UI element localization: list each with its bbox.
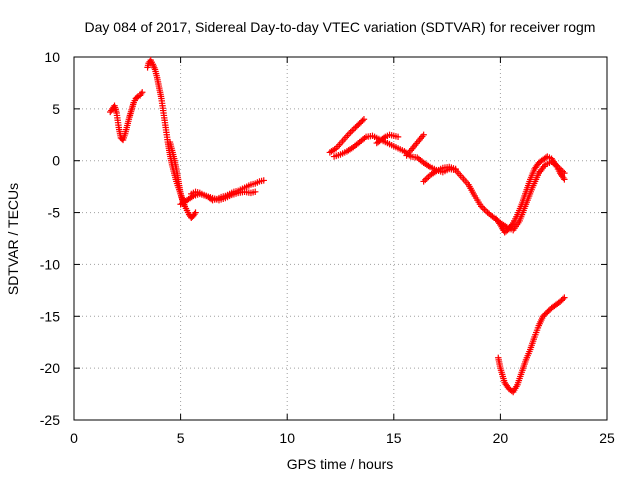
x-tick-label: 15 — [386, 430, 402, 446]
plot-frame — [73, 56, 608, 421]
data-point — [380, 134, 388, 142]
data-series — [330, 132, 568, 234]
data-point — [139, 89, 146, 96]
data-series — [326, 116, 368, 156]
data-point — [559, 295, 567, 303]
x-tick-label: 5 — [177, 430, 185, 446]
y-tick-label: 10 — [44, 49, 60, 65]
data-point — [349, 127, 356, 134]
data-point — [356, 120, 363, 127]
data-point — [452, 165, 459, 173]
chart-title: Day 084 of 2017, Sidereal Day-to-day VTE… — [85, 19, 596, 35]
axis-ticks: 0 5 10 15 20 25 10 5 0 -5 -10 -15 -20 -25 — [40, 49, 615, 446]
y-tick-label: -5 — [48, 205, 61, 221]
y-tick-label: -20 — [40, 360, 60, 376]
data-series — [166, 138, 189, 206]
data-series — [177, 188, 259, 208]
data-point — [350, 125, 358, 133]
data-point — [355, 121, 362, 128]
data-point — [252, 188, 259, 196]
x-tick-label: 25 — [599, 430, 615, 446]
data-point — [357, 118, 365, 126]
data-point — [359, 117, 366, 124]
data-point — [556, 298, 564, 305]
data-series — [420, 163, 459, 185]
data-point — [481, 206, 488, 213]
x-tick-label: 20 — [493, 430, 509, 446]
data-point — [394, 133, 402, 141]
data-point — [561, 294, 568, 301]
data-point — [353, 122, 361, 130]
data-point — [479, 204, 487, 212]
data-point — [260, 177, 267, 184]
data-point — [539, 313, 547, 320]
data-point — [420, 178, 427, 185]
x-axis-label: GPS time / hours — [287, 456, 394, 472]
data-point — [420, 131, 427, 138]
data-point — [422, 176, 429, 184]
data-point — [192, 209, 199, 216]
y-axis-label: SDTVAR / TECUs — [5, 183, 21, 295]
x-tick-label: 10 — [279, 430, 295, 446]
y-tick-label: -15 — [40, 308, 60, 324]
data-point — [542, 310, 550, 317]
data-point — [558, 297, 565, 304]
data-point — [347, 128, 354, 136]
data-points — [107, 56, 568, 396]
data-point — [541, 311, 548, 319]
data-point — [561, 176, 568, 183]
data-point — [544, 308, 551, 316]
data-series — [492, 153, 568, 236]
data-series — [495, 294, 568, 396]
data-series — [107, 89, 146, 144]
y-tick-label: -10 — [40, 256, 60, 272]
data-point — [482, 207, 490, 215]
y-tick-label: 0 — [52, 153, 60, 169]
data-point — [545, 307, 552, 314]
x-tick-label: 0 — [70, 430, 78, 446]
y-tick-label: 5 — [52, 101, 60, 117]
data-point — [360, 116, 368, 123]
data-series — [403, 131, 427, 159]
y-tick-label: -25 — [40, 412, 60, 428]
data-series — [373, 131, 402, 147]
data-point — [423, 175, 431, 182]
data-point — [352, 124, 359, 131]
